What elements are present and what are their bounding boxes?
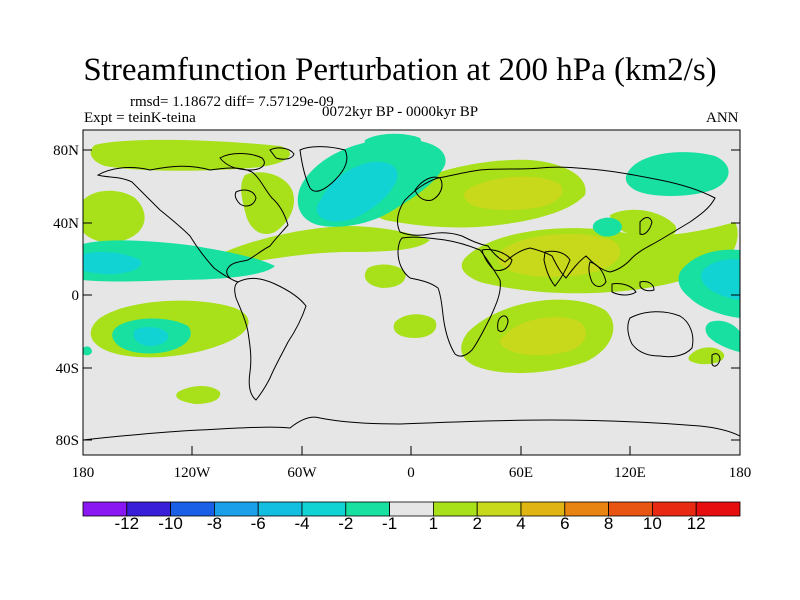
lon-label-120e: 120E <box>614 465 646 481</box>
experiment-label: Expt = teinK-teina <box>84 110 196 126</box>
contour-pos-pacific-north <box>83 190 145 243</box>
coast-southeast-asia <box>588 261 655 296</box>
colorbar-swatch <box>695 501 741 517</box>
longitude-labels: 180 120W 60W 0 60E 120E 180 <box>72 465 752 481</box>
map-field <box>83 130 740 455</box>
lat-label-80n: 80N <box>53 143 79 159</box>
season-label: ANN <box>706 110 739 126</box>
colorbar <box>82 501 741 517</box>
colorbar-label: -8 <box>206 514 222 533</box>
coast-madagascar <box>497 315 509 333</box>
map-title: Streamfunction Perturbation at 200 hPa (… <box>83 52 717 88</box>
period-label: 0072kyr BP - 0000kyr BP <box>322 104 479 120</box>
axis-ticks <box>82 149 741 455</box>
contour-neg2-west-pacific <box>701 259 740 300</box>
stats-label: rmsd= 1.18672 diff= 7.57129e-09 <box>130 94 334 110</box>
coastlines <box>83 146 740 441</box>
lon-label-180e: 180 <box>729 465 752 481</box>
coast-africa <box>397 236 501 357</box>
lon-label-0: 0 <box>407 465 415 481</box>
contour-pos-south-pacific-east <box>176 386 221 404</box>
lon-label-120w: 120W <box>174 465 212 481</box>
contour-pos-africa-west <box>364 264 406 288</box>
coast-europe-asia <box>397 166 716 279</box>
lon-label-180w: 180 <box>72 465 95 481</box>
coast-hudson-bay <box>234 189 257 207</box>
lon-label-60w: 60W <box>287 465 317 481</box>
colorbar-label: -6 <box>250 514 266 533</box>
coast-antarctica <box>83 416 740 441</box>
coast-japan <box>639 217 653 235</box>
coast-canadian-archipelago <box>219 147 295 171</box>
contour-neg2-south-pacific <box>133 326 169 346</box>
latitude-labels: 80N 40N 0 40S 80S <box>53 143 79 449</box>
colorbar-label: 1 <box>428 514 439 533</box>
colorbar-label: 6 <box>560 514 570 533</box>
lat-label-0: 0 <box>72 288 80 304</box>
coast-south-america <box>234 277 307 401</box>
contour-pos2-eurasia <box>464 176 563 211</box>
coast-india <box>543 250 571 287</box>
contour-neg-siberia <box>625 152 729 196</box>
colorbar-label: -4 <box>294 514 310 533</box>
negative-core-regions <box>83 161 740 346</box>
coast-north-america <box>96 165 289 283</box>
contour-pos-northwest-pacific <box>610 209 677 239</box>
contour-pos-atlantic-band <box>208 226 430 266</box>
colorbar-label: -12 <box>114 514 140 533</box>
coast-scandinavia <box>414 176 443 201</box>
contour-neg-arctic-east <box>364 133 422 150</box>
colorbar-label: 12 <box>686 514 706 533</box>
colorbar-label: 10 <box>642 514 662 533</box>
contour-pos-arctic-west <box>90 139 291 171</box>
coast-new-zealand <box>711 353 721 367</box>
contour-pos2-southern-africa <box>499 317 586 356</box>
contour-neg2-greenland <box>316 161 398 222</box>
contour-pos-australia-east <box>688 347 725 365</box>
colorbar-label: 8 <box>603 514 614 533</box>
contour-neg2-pacific-tropics <box>83 252 141 274</box>
colorbar-label: -1 <box>382 514 398 533</box>
contour-pos2-tropics-east <box>497 233 621 277</box>
colorbar-label: -2 <box>338 514 354 533</box>
positive-core-regions <box>464 176 621 356</box>
contour-neg-east-asia <box>592 217 622 237</box>
lat-label-80s: 80S <box>56 433 79 449</box>
coast-greenland <box>299 146 348 192</box>
contour-neg-far-south <box>83 346 92 356</box>
contour-pos-south-atlantic <box>393 314 437 338</box>
lon-label-60e: 60E <box>509 465 533 481</box>
colorbar-label: 2 <box>472 514 482 533</box>
coast-arabia <box>481 249 513 271</box>
lat-label-40n: 40N <box>53 216 79 232</box>
lat-label-40s: 40S <box>56 361 79 377</box>
coast-australia <box>627 311 694 358</box>
contour-pos-northamerica <box>241 172 295 235</box>
contour-neg-southwest-pacific <box>705 320 740 352</box>
colorbar-label: 4 <box>516 514 526 533</box>
colorbar-label: -10 <box>158 514 183 533</box>
colorbar-labels: -12 -10 -8 -6 -4 -2 -1 1 2 4 6 8 10 12 <box>0 514 800 538</box>
